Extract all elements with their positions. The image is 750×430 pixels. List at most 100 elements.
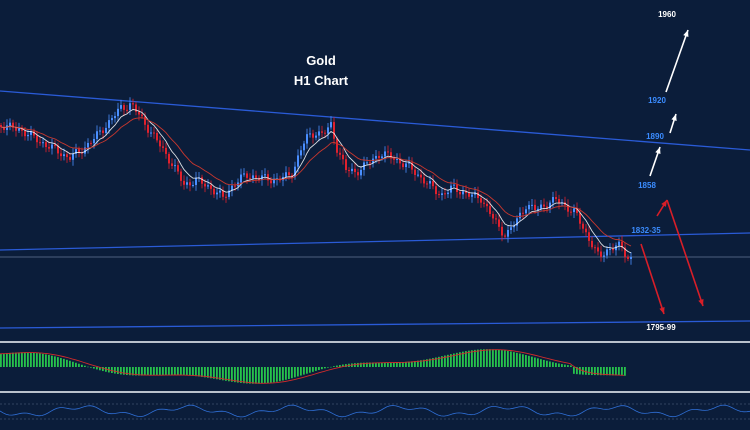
candle-body bbox=[207, 185, 209, 187]
osc-bar bbox=[303, 367, 305, 375]
candle-body bbox=[228, 190, 230, 197]
candle-body bbox=[489, 206, 491, 214]
osc-bar bbox=[117, 367, 119, 375]
candle-body bbox=[168, 153, 170, 164]
osc-bar bbox=[495, 349, 497, 367]
candle-body bbox=[495, 218, 497, 220]
candle-body bbox=[402, 163, 404, 168]
osc-bar bbox=[441, 356, 443, 367]
osc-bar bbox=[450, 354, 452, 367]
osc-bar bbox=[27, 352, 29, 367]
candle-body bbox=[297, 155, 299, 167]
osc-bar bbox=[621, 367, 623, 376]
candle-body bbox=[327, 127, 329, 134]
candle-body bbox=[477, 192, 479, 199]
candles-group bbox=[0, 97, 632, 265]
arrow-up-to-1960-head bbox=[683, 30, 689, 37]
osc-bar bbox=[624, 367, 626, 376]
candle-body bbox=[255, 175, 257, 178]
osc-bar bbox=[156, 367, 158, 376]
candle-body bbox=[549, 202, 551, 209]
osc-bar bbox=[471, 350, 473, 367]
rsi-line bbox=[0, 404, 750, 418]
osc-bar bbox=[252, 367, 254, 384]
osc-bar bbox=[297, 367, 299, 377]
osc-bar bbox=[57, 357, 59, 367]
osc-bar bbox=[516, 352, 518, 367]
candle-body bbox=[189, 182, 191, 186]
osc-bar bbox=[594, 367, 596, 376]
moving-average-slow bbox=[0, 117, 632, 247]
candle-body bbox=[150, 132, 152, 134]
candle-body bbox=[555, 197, 557, 200]
candle-body bbox=[267, 174, 269, 181]
osc-bar bbox=[309, 367, 311, 373]
candle-body bbox=[159, 140, 161, 147]
osc-bar bbox=[237, 367, 239, 383]
osc-bar bbox=[336, 365, 338, 367]
osc-bar bbox=[474, 349, 476, 367]
osc-bar bbox=[246, 367, 248, 384]
osc-bar bbox=[171, 367, 173, 375]
osc-bar bbox=[129, 367, 131, 376]
level-label-1920: 1920 bbox=[648, 96, 666, 105]
candle-body bbox=[162, 146, 164, 148]
osc-bar bbox=[315, 367, 317, 371]
osc-bar bbox=[147, 367, 149, 376]
osc-bar bbox=[612, 367, 614, 376]
osc-bar bbox=[498, 349, 500, 367]
candle-body bbox=[441, 193, 443, 195]
osc-bar bbox=[366, 362, 368, 367]
candle-body bbox=[600, 251, 602, 257]
candle-body bbox=[333, 122, 335, 139]
osc-bar bbox=[78, 363, 80, 367]
candle-body bbox=[60, 153, 62, 157]
candle-body bbox=[591, 240, 593, 248]
osc-bar bbox=[3, 353, 5, 367]
candle-body bbox=[66, 154, 68, 158]
osc-bar bbox=[567, 365, 569, 367]
osc-bar bbox=[438, 356, 440, 367]
osc-bar bbox=[564, 364, 566, 367]
osc-bar bbox=[306, 367, 308, 374]
osc-bar bbox=[183, 367, 185, 376]
candle-body bbox=[546, 206, 548, 209]
osc-bar bbox=[87, 366, 89, 368]
osc-bar bbox=[273, 367, 275, 383]
candle-body bbox=[612, 248, 614, 251]
candle-body bbox=[18, 128, 20, 131]
descending-resistance-line bbox=[0, 90, 750, 151]
candle-body bbox=[378, 155, 380, 159]
osc-bar bbox=[294, 367, 296, 378]
osc-bar bbox=[387, 362, 389, 367]
candle-body bbox=[129, 103, 131, 110]
candle-body bbox=[531, 204, 533, 206]
osc-bar bbox=[420, 360, 422, 367]
osc-bar bbox=[378, 362, 380, 367]
osc-bar bbox=[72, 361, 74, 367]
osc-bar bbox=[324, 367, 326, 369]
candle-body bbox=[324, 132, 326, 134]
osc-bar bbox=[384, 362, 386, 367]
osc-bar bbox=[24, 352, 26, 367]
osc-bar bbox=[231, 367, 233, 382]
osc-bar bbox=[9, 352, 11, 367]
candle-body bbox=[180, 171, 182, 181]
osc-bar bbox=[468, 350, 470, 367]
candle-body bbox=[243, 173, 245, 175]
osc-bar bbox=[213, 367, 215, 379]
candle-body bbox=[498, 219, 500, 227]
moving-averages-group bbox=[0, 109, 632, 254]
osc-bar bbox=[402, 362, 404, 367]
osc-bar bbox=[372, 362, 374, 367]
candle-body bbox=[216, 192, 218, 195]
osc-bar bbox=[75, 362, 77, 367]
level-label-1832-35: 1832-35 bbox=[631, 226, 661, 235]
osc-bar bbox=[267, 367, 269, 384]
candle-body bbox=[366, 162, 368, 164]
osc-bar bbox=[597, 367, 599, 376]
osc-bar bbox=[603, 367, 605, 376]
osc-bar bbox=[513, 352, 515, 367]
chart-subtitle: H1 Chart bbox=[294, 73, 349, 88]
